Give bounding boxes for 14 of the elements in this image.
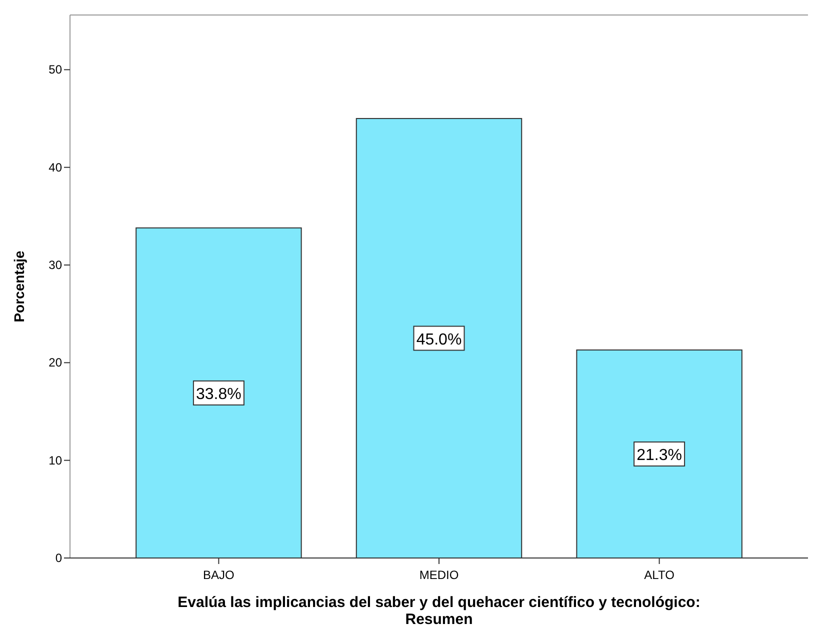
y-tick-label: 40 <box>48 160 62 174</box>
data-label: 21.3% <box>636 446 682 464</box>
data-label: 33.8% <box>196 386 242 403</box>
y-tick-label: 50 <box>48 62 62 77</box>
y-tick-label: 10 <box>48 453 62 468</box>
x-tick-label: BAJO <box>203 568 234 582</box>
x-tick-label: ALTO <box>644 568 674 582</box>
data-label: 45.0% <box>416 331 462 348</box>
x-axis-title: Evalúa las implicancias del saber y del quehacer científico y tecnológico: Resumen <box>178 594 700 628</box>
y-axis-title: Porcentaje <box>11 250 27 322</box>
y-tick-label: 30 <box>48 258 62 272</box>
y-tick-label: 20 <box>48 356 62 370</box>
x-tick-label: MEDIO <box>419 568 459 582</box>
y-tick-label: 0 <box>55 551 62 565</box>
